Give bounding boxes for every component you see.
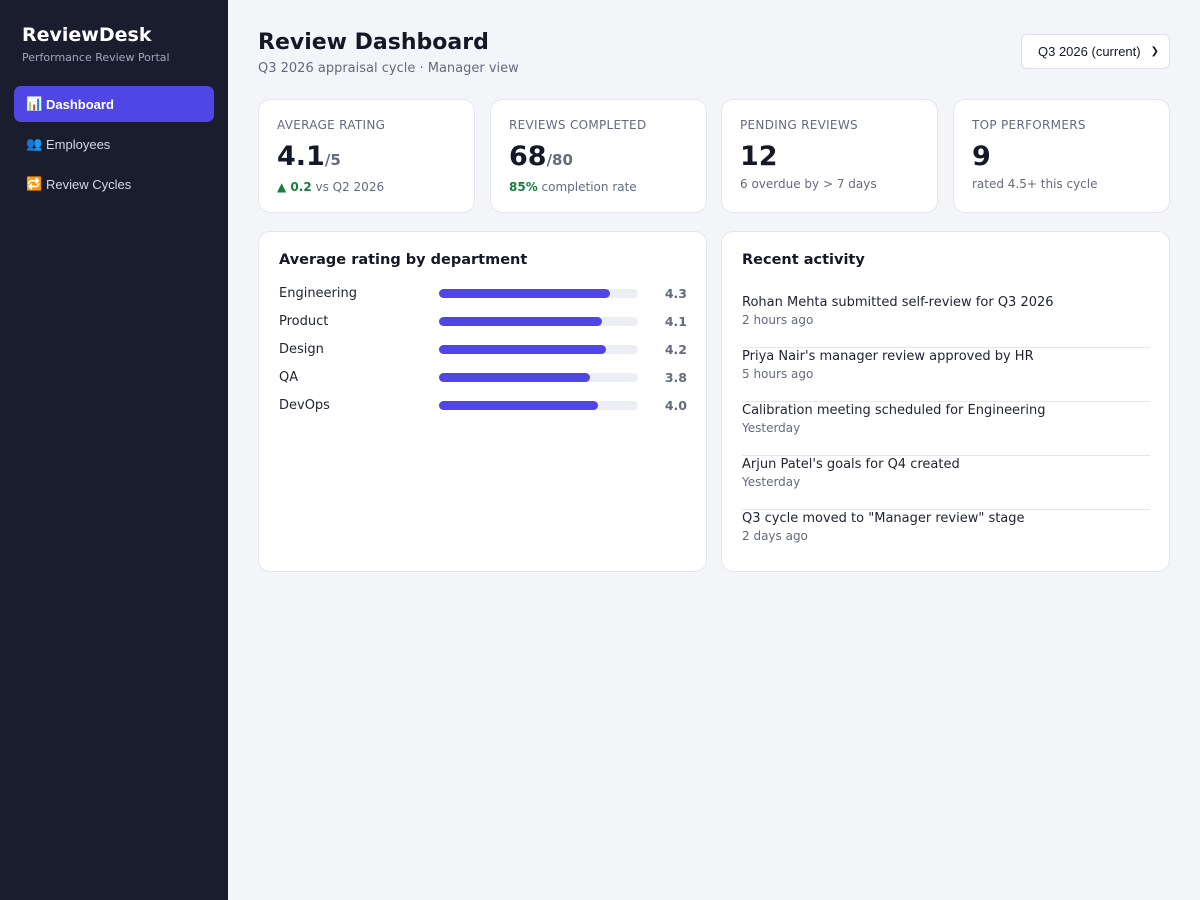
list-item: Rohan Mehta submitted self-review for Q3…: [742, 294, 1150, 348]
stat-value: 68/80: [509, 141, 688, 176]
stat-number: 68: [509, 141, 547, 172]
app-name: ReviewDesk: [22, 24, 152, 46]
recent-activity-panel: Recent activity Rohan Mehta submitted se…: [721, 231, 1170, 572]
activity-list: Rohan Mehta submitted self-review for Q3…: [742, 294, 1150, 564]
bar-value-label: 3.8: [664, 370, 687, 385]
bar-row: Product 4.1: [279, 312, 687, 332]
stat-label: TOP PERFORMERS: [972, 118, 1086, 132]
activity-text: Q3 cycle moved to "Manager review" stage: [742, 511, 1025, 526]
sidebar-item-label: Employees: [46, 136, 111, 152]
stat-note: rated 4.5+ this cycle: [972, 177, 1098, 191]
bar-category-label: Product: [279, 314, 329, 329]
cycle-select[interactable]: Q3 2026 (current) ❯: [1021, 34, 1170, 69]
stat-card-top-performers: TOP PERFORMERS 9 rated 4.5+ this cycle: [953, 99, 1170, 213]
bar-value-label: 4.2: [664, 342, 687, 357]
bar-category-label: DevOps: [279, 398, 330, 413]
activity-time: 2 hours ago: [742, 313, 814, 327]
bar-row: Engineering 4.3: [279, 284, 687, 304]
stat-suffix: /5: [324, 151, 341, 169]
bar-value-label: 4.0: [664, 398, 687, 413]
stat-note-text: completion rate: [537, 180, 637, 194]
bar-track: [439, 345, 638, 354]
repeat-icon: 🔁: [26, 176, 43, 191]
stat-highlight: 85%: [509, 180, 538, 194]
bar-track: [439, 401, 638, 410]
bar: [439, 317, 602, 326]
stat-card-pending-reviews: PENDING REVIEWS 12 6 overdue by > 7 days: [721, 99, 938, 213]
stat-note: 85% completion rate: [509, 180, 688, 194]
sidebar-item-dashboard[interactable]: 📊 Dashboard: [14, 86, 214, 122]
stats-row: AVERAGE RATING 4.1/5 ▲ 0.2 vs Q2 2026 RE…: [258, 99, 1170, 213]
stat-label: AVERAGE RATING: [277, 118, 386, 132]
page-subtitle: Q3 2026 appraisal cycle · Manager view: [258, 61, 519, 76]
activity-time: Yesterday: [742, 475, 801, 489]
stat-change: ▲ 0.2: [277, 180, 312, 194]
sidebar-item-employees[interactable]: 👥 Employees: [14, 126, 214, 162]
stat-number: 4.1: [277, 141, 325, 172]
bar-row: QA 3.8: [279, 368, 687, 388]
bar: [439, 373, 590, 382]
panel-title: Average rating by department: [279, 252, 528, 268]
list-item: Arjun Patel's goals for Q4 created Yeste…: [742, 456, 1150, 510]
stat-note-text: vs Q2 2026: [311, 180, 385, 194]
bar: [439, 345, 606, 354]
list-item: Priya Nair's manager review approved by …: [742, 348, 1150, 402]
page-title: Review Dashboard: [258, 30, 489, 55]
bar: [439, 289, 610, 298]
activity-text: Arjun Patel's goals for Q4 created: [742, 457, 960, 472]
activity-time: Yesterday: [742, 421, 801, 435]
dept-rating-panel: Average rating by department Engineering…: [258, 231, 707, 572]
stat-note: 6 overdue by > 7 days: [740, 177, 877, 191]
stat-value: 9: [972, 141, 991, 172]
sidebar-item-label: Review Cycles: [46, 176, 132, 192]
cycle-select-value: Q3 2026 (current): [1038, 44, 1141, 59]
bar: [439, 401, 598, 410]
bar-track: [439, 317, 638, 326]
panel-title: Recent activity: [742, 252, 865, 268]
app-tagline: Performance Review Portal: [22, 51, 170, 64]
bar-track: [439, 373, 638, 382]
sidebar-nav: 📊 Dashboard 👥 Employees 🔁 Review Cycles: [14, 86, 214, 202]
activity-text: Priya Nair's manager review approved by …: [742, 349, 1034, 364]
activity-text: Calibration meeting scheduled for Engine…: [742, 403, 1046, 418]
sidebar: ReviewDesk Performance Review Portal 📊 D…: [0, 0, 228, 900]
sidebar-item-review-cycles[interactable]: 🔁 Review Cycles: [14, 166, 214, 202]
list-item: Q3 cycle moved to "Manager review" stage…: [742, 510, 1150, 564]
bar-category-label: Engineering: [279, 286, 357, 301]
stat-note: ▲ 0.2 vs Q2 2026: [277, 180, 456, 194]
bar-category-label: Design: [279, 342, 324, 357]
stat-value: 4.1/5: [277, 141, 456, 176]
stat-label: PENDING REVIEWS: [740, 118, 858, 132]
chevron-down-icon: ❯: [1150, 46, 1159, 57]
activity-time: 5 hours ago: [742, 367, 814, 381]
chart-icon: 📊: [26, 96, 43, 111]
stat-card-reviews-completed: REVIEWS COMPLETED 68/80 85% completion r…: [490, 99, 707, 213]
activity-text: Rohan Mehta submitted self-review for Q3…: [742, 295, 1054, 310]
stat-card-average-rating: AVERAGE RATING 4.1/5 ▲ 0.2 vs Q2 2026: [258, 99, 475, 213]
bar-value-label: 4.3: [664, 286, 687, 301]
sidebar-item-label: Dashboard: [46, 96, 114, 112]
bar-row: DevOps 4.0: [279, 396, 687, 416]
bar-value-label: 4.1: [664, 314, 687, 329]
stat-label: REVIEWS COMPLETED: [509, 118, 647, 132]
stat-value: 12: [740, 141, 778, 172]
bar-category-label: QA: [279, 370, 299, 385]
bar-row: Design 4.2: [279, 340, 687, 360]
people-icon: 👥: [26, 136, 43, 151]
stat-suffix: /80: [546, 151, 573, 169]
activity-time: 2 days ago: [742, 529, 808, 543]
list-item: Calibration meeting scheduled for Engine…: [742, 402, 1150, 456]
bar-track: [439, 289, 638, 298]
